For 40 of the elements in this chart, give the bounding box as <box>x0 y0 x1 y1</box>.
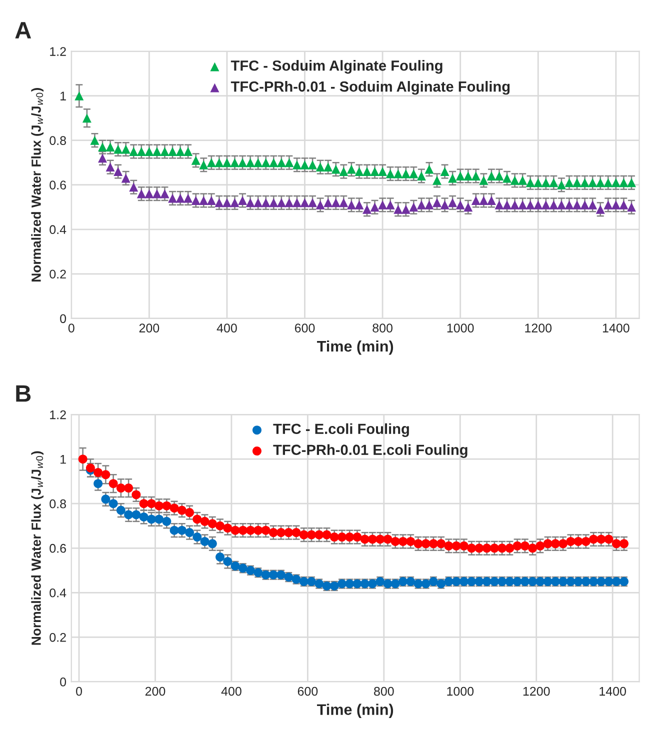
x-tick-label: 200 <box>145 686 166 696</box>
x-tick-label: 1200 <box>523 686 550 696</box>
x-tick-label: 200 <box>139 324 160 332</box>
y-tick-label: 0.2 <box>50 270 66 279</box>
x-axis-title: Time (min) <box>317 340 394 355</box>
y-tick-label: 0.6 <box>50 180 66 190</box>
x-tick-label: 600 <box>298 686 318 696</box>
y-axis-title: Normalized Water Flux (J$_{w}$/J$_{w0}$) <box>31 451 44 645</box>
y-tick-label: 0.8 <box>50 136 66 145</box>
x-tick-label: 600 <box>294 324 315 332</box>
text: B <box>16 385 31 402</box>
y-tick-label: 0 <box>60 677 66 686</box>
y-tick-label: 1 <box>60 455 66 464</box>
legend-label: TFC - Soduim Alginate Fouling <box>230 60 442 74</box>
legend-label: TFC-PRh-0.01 - Soduim Alginate Fouling <box>230 81 510 95</box>
legend-label: TFC - E.coli Fouling <box>273 423 409 437</box>
x-tick-label: 1400 <box>602 324 630 332</box>
text: A <box>15 22 32 38</box>
y-tick-label: 0 <box>60 314 66 324</box>
x-axis-title: Time (min) <box>317 704 394 718</box>
y-tick-label: 0.4 <box>50 588 66 598</box>
y-tick-label: 1.2 <box>50 410 66 420</box>
x-tick-label: 400 <box>216 324 237 332</box>
legend-label: TFC-PRh-0.01 E.coli Fouling <box>273 444 468 458</box>
y-tick-label: 0.2 <box>50 632 66 642</box>
x-tick-label: 800 <box>372 324 392 332</box>
x-tick-label: 400 <box>221 686 242 696</box>
x-tick-label: 800 <box>374 686 394 696</box>
y-tick-label: 0.4 <box>50 225 66 234</box>
y-tick-label: 0.8 <box>50 499 66 508</box>
x-tick-label: 1000 <box>447 686 474 696</box>
y-tick-label: 0.6 <box>50 544 66 553</box>
y-tick-label: 1 <box>60 92 66 100</box>
y-tick-label: 1.2 <box>50 47 66 56</box>
x-tick-label: 1400 <box>600 686 626 696</box>
x-tick-label: 1000 <box>447 324 474 332</box>
y-axis-title: Normalized Water Flux (J$_{w}$/J$_{w0}$) <box>31 88 44 282</box>
x-tick-label: 0 <box>68 324 74 332</box>
x-tick-label: 0 <box>76 686 82 696</box>
x-tick-label: 1200 <box>525 324 552 332</box>
